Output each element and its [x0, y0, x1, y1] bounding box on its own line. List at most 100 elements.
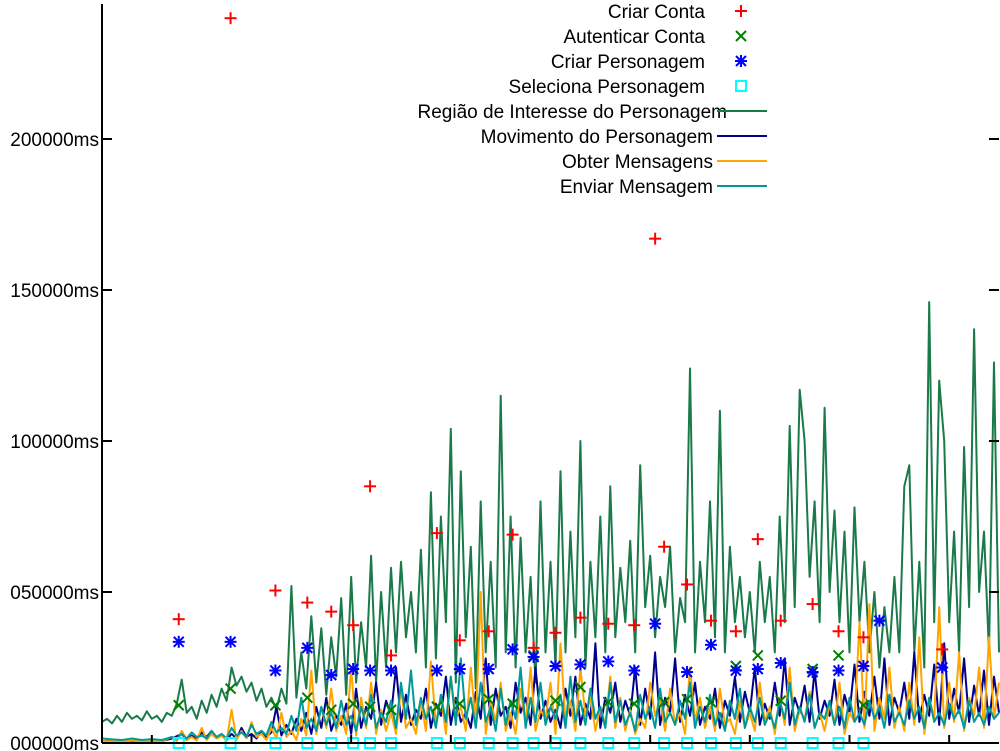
data-point-0-10 — [482, 625, 495, 638]
data-point-1-9-b — [454, 698, 466, 710]
data-point-2-5-b — [347, 663, 359, 675]
data-point-2-8-b — [431, 664, 443, 677]
legend-label-2: Criar Personagem — [551, 52, 705, 73]
data-point-2-8 — [430, 664, 443, 677]
data-point-1-2 — [269, 699, 282, 711]
data-point-0-3 — [301, 596, 314, 609]
data-point-1-16 — [628, 698, 640, 710]
data-point-2-11-b — [506, 643, 519, 656]
data-point-0-27 — [936, 643, 949, 656]
data-point-2-1-b — [224, 636, 237, 648]
data-point-1-17 — [658, 696, 670, 708]
y-tick-label-1: 050000ms — [10, 583, 99, 604]
legend: Criar Conta Autenticar Conta Criar Persona… — [418, 2, 767, 198]
data-point-2-4-b — [325, 669, 337, 681]
data-point-0-9 — [453, 634, 466, 647]
data-point-2-12-b — [527, 651, 540, 663]
data-point-0-17 — [649, 232, 662, 245]
data-point-2-6-b — [364, 664, 376, 677]
data-point-2-20-b — [730, 664, 742, 677]
data-point-1-8-b — [431, 701, 443, 713]
legend-symbol-2-b — [735, 55, 747, 67]
data-point-2-20 — [729, 664, 742, 677]
data-point-0-0 — [172, 613, 185, 626]
legend-symbol-0 — [735, 5, 747, 17]
data-point-1-7 — [385, 704, 397, 716]
data-point-2-19 — [704, 638, 717, 651]
data-point-2-15-b — [602, 655, 615, 668]
legend-label-0: Criar Conta — [608, 2, 706, 23]
data-point-2-11 — [506, 643, 519, 656]
data-point-1-6 — [364, 701, 376, 713]
data-point-1-19-b — [705, 696, 717, 708]
data-point-1-0-b — [173, 699, 185, 711]
data-point-2-4 — [325, 669, 338, 682]
data-point-2-18 — [681, 666, 694, 679]
series-points-0 — [172, 12, 949, 662]
data-point-0-6 — [364, 480, 377, 493]
data-point-0-19 — [681, 578, 694, 591]
legend-label-6: Obter Mensagens — [562, 152, 713, 173]
data-point-2-16-b — [628, 664, 640, 677]
data-point-2-9 — [453, 663, 466, 676]
data-point-1-5-b — [347, 698, 359, 710]
data-point-2-26-b — [936, 661, 948, 674]
legend-label-4: Região de Interesse do Personagem — [418, 102, 727, 123]
data-point-1-14-b — [574, 681, 587, 693]
data-point-0-22 — [751, 533, 764, 546]
data-point-1-15-b — [602, 696, 615, 708]
data-point-2-3 — [301, 641, 314, 654]
data-point-1-3-b — [301, 691, 314, 704]
data-point-1-15 — [602, 696, 615, 708]
data-point-1-4 — [325, 704, 337, 716]
data-point-0-8 — [430, 527, 443, 540]
data-point-0-14 — [574, 611, 587, 624]
y-tick-label-0: 000000ms — [10, 734, 99, 751]
data-point-1-22 — [775, 695, 787, 707]
data-point-2-2 — [269, 664, 282, 677]
data-point-2-22 — [774, 656, 787, 669]
data-point-1-18 — [681, 693, 693, 705]
data-point-2-21 — [751, 663, 764, 676]
data-point-0-5 — [347, 619, 360, 632]
legend-symbol-3 — [735, 80, 747, 92]
data-point-0-23 — [774, 614, 787, 627]
data-point-2-15 — [602, 655, 615, 668]
data-point-2-26 — [936, 661, 949, 674]
data-point-2-25-b — [857, 660, 870, 672]
data-point-2-13-b — [549, 660, 562, 672]
legend-label-3: Seleciona Personagem — [509, 77, 705, 98]
data-point-1-3 — [301, 691, 314, 704]
data-point-2-1 — [224, 635, 237, 648]
data-point-2-14-b — [574, 658, 587, 671]
data-point-2-3-b — [301, 642, 314, 654]
data-point-2-13 — [549, 659, 562, 672]
legend-symbol-1 — [735, 30, 747, 42]
data-point-2-19-b — [705, 639, 717, 651]
y-tick-label-4: 200000ms — [10, 130, 99, 151]
y-tick-label-2: 100000ms — [10, 432, 99, 453]
legend-symbol-2 — [735, 55, 747, 67]
data-point-1-21-b — [752, 649, 764, 662]
data-point-2-17-b — [649, 618, 661, 630]
data-point-2-10-b — [482, 663, 495, 675]
series-points-1 — [173, 649, 870, 716]
data-point-0-7 — [385, 649, 398, 662]
data-point-1-24 — [832, 649, 845, 662]
data-point-1-0 — [173, 699, 185, 711]
data-point-1-7-b — [385, 704, 397, 716]
data-point-1-4-b — [325, 704, 337, 716]
data-point-1-10 — [482, 693, 495, 705]
data-point-0-1 — [224, 12, 237, 25]
data-point-1-25-b — [857, 699, 870, 711]
data-point-2-0-b — [173, 636, 185, 648]
data-point-0-16 — [628, 619, 641, 632]
data-point-2-0 — [172, 635, 185, 648]
data-point-1-19 — [705, 696, 717, 708]
data-point-0-11 — [506, 528, 519, 541]
data-point-2-27-b — [873, 614, 886, 627]
series-points-2 — [172, 614, 949, 682]
data-point-1-11 — [506, 698, 519, 710]
data-point-1-13 — [549, 695, 562, 707]
